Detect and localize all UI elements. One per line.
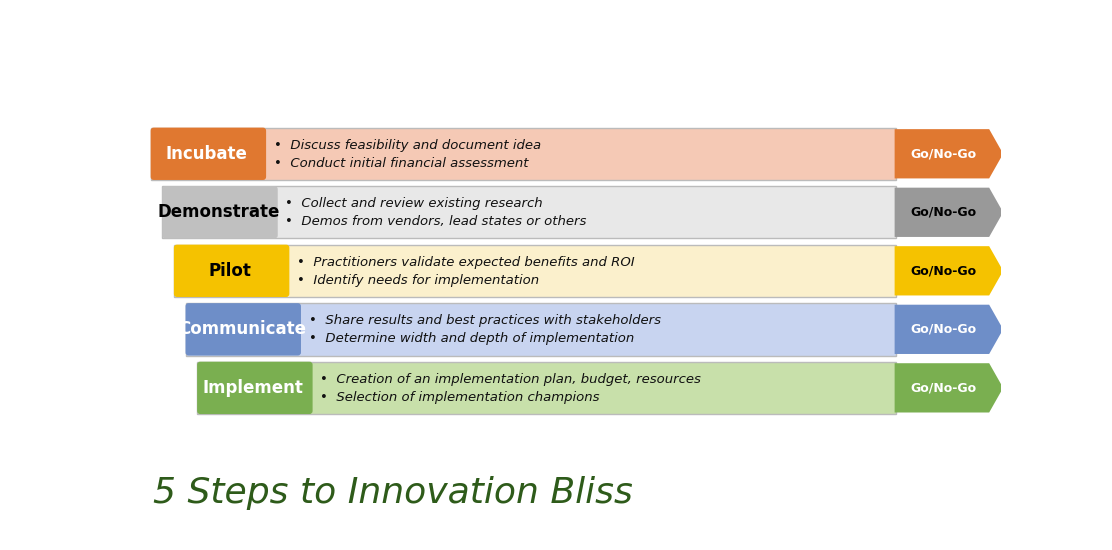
Polygon shape — [162, 186, 896, 239]
Text: •  Identify needs for implementation: • Identify needs for implementation — [297, 273, 539, 287]
Text: •  Practitioners validate expected benefits and ROI: • Practitioners validate expected benefi… — [297, 256, 635, 269]
FancyBboxPatch shape — [162, 186, 278, 239]
Text: Pilot: Pilot — [209, 262, 251, 280]
Polygon shape — [895, 129, 1003, 178]
Polygon shape — [895, 246, 1003, 295]
Text: •  Collect and review existing research: • Collect and review existing research — [286, 197, 543, 210]
Text: Go/No-Go: Go/No-Go — [911, 381, 976, 394]
FancyBboxPatch shape — [150, 128, 266, 180]
FancyBboxPatch shape — [186, 303, 301, 355]
Text: •  Share results and best practices with stakeholders: • Share results and best practices with … — [309, 315, 661, 327]
Polygon shape — [895, 363, 1003, 412]
Text: Implement: Implement — [202, 379, 304, 397]
Polygon shape — [186, 303, 896, 355]
Polygon shape — [895, 305, 1003, 354]
Text: Go/No-Go: Go/No-Go — [911, 265, 976, 277]
Text: Communicate: Communicate — [178, 320, 306, 338]
Text: 5 Steps to Innovation Bliss: 5 Steps to Innovation Bliss — [153, 476, 633, 510]
Text: •  Creation of an implementation plan, budget, resources: • Creation of an implementation plan, bu… — [320, 373, 702, 386]
FancyBboxPatch shape — [197, 362, 312, 414]
Polygon shape — [197, 362, 896, 414]
Text: Incubate: Incubate — [166, 145, 248, 163]
Text: Go/No-Go: Go/No-Go — [911, 147, 976, 160]
Text: Go/No-Go: Go/No-Go — [911, 323, 976, 336]
Text: •  Demos from vendors, lead states or others: • Demos from vendors, lead states or oth… — [286, 215, 587, 228]
Polygon shape — [150, 128, 896, 180]
Text: •  Selection of implementation champions: • Selection of implementation champions — [320, 390, 599, 404]
Text: Go/No-Go: Go/No-Go — [911, 206, 976, 219]
Text: •  Determine width and depth of implementation: • Determine width and depth of implement… — [309, 332, 634, 345]
Text: •  Discuss feasibility and document idea: • Discuss feasibility and document idea — [274, 139, 540, 152]
Text: Demonstrate: Demonstrate — [157, 204, 279, 221]
Polygon shape — [173, 245, 896, 297]
Polygon shape — [895, 188, 1003, 237]
FancyBboxPatch shape — [173, 245, 289, 297]
Text: •  Conduct initial financial assessment: • Conduct initial financial assessment — [274, 157, 528, 169]
